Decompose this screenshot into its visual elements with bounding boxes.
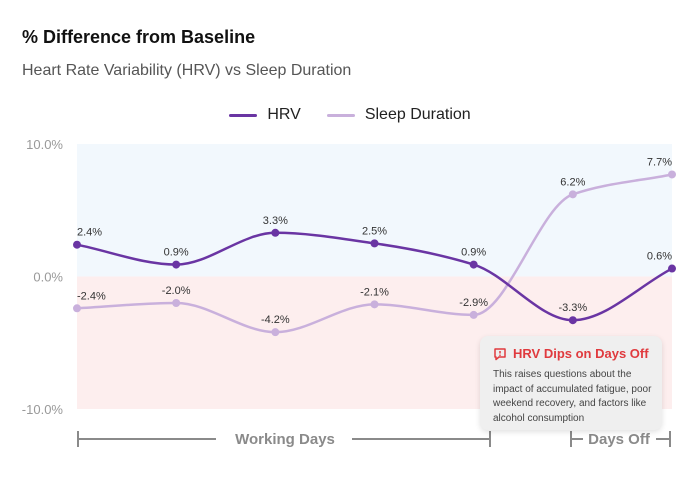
data-point-hrv [172,260,181,269]
y-tick-label: 0.0% [33,270,63,285]
data-point-hrv [568,316,577,325]
legend-swatch-sleep [326,113,355,117]
group-label-working-days: Working Days [235,431,335,448]
data-label-hrv: 0.9% [164,247,189,259]
data-point-sleep [668,170,676,179]
chart-title: % Difference from Baseline [22,27,256,47]
data-point-hrv [271,228,280,237]
data-label-hrv: 0.9% [461,247,486,259]
legend: HRV Sleep Duration [0,106,700,124]
data-label-sleep: -2.1% [360,286,389,298]
annotation-title: HRV Dips on Days Off [513,346,649,361]
y-tick-label: -10.0% [22,402,64,417]
chart-subtitle: Heart Rate Variability (HRV) vs Sleep Du… [22,62,352,79]
data-label-sleep: 7.7% [647,156,672,168]
data-point-sleep [172,299,181,307]
legend-label-hrv: HRV [267,106,301,123]
data-label-hrv: 2.5% [362,225,387,237]
data-point-hrv [668,264,676,273]
data-point-hrv [469,260,478,269]
data-label-hrv: 3.3% [263,215,288,227]
data-point-hrv [73,240,81,249]
legend-item-sleep[interactable]: Sleep Duration [326,106,471,124]
legend-label-sleep: Sleep Duration [364,106,471,123]
data-label-sleep: 6.2% [560,176,585,188]
legend-swatch-hrv [229,113,258,117]
y-tick-label: 10.0% [26,137,63,152]
data-point-sleep [73,304,81,313]
data-point-sleep [469,310,478,319]
legend-item-hrv[interactable]: HRV [229,106,301,124]
group-label-days-off: Days Off [588,431,651,448]
data-label-sleep: -2.4% [77,290,106,302]
data-label-sleep: -2.9% [459,297,488,309]
data-label-hrv: 2.4% [77,227,102,239]
data-label-hrv: -3.3% [558,302,587,314]
annotation-body: This raises questions about the impact o… [493,369,652,424]
data-point-sleep [370,300,379,309]
data-point-sleep [271,328,280,337]
data-point-sleep [568,190,577,199]
positive-band [77,144,672,277]
data-label-hrv: 0.6% [647,251,672,263]
alert-message-icon [494,347,506,360]
data-point-hrv [370,239,379,248]
data-label-sleep: -4.2% [261,314,290,326]
data-label-sleep: -2.0% [162,285,191,297]
annotation-callout: HRV Dips on Days Off This raises questio… [480,336,662,430]
